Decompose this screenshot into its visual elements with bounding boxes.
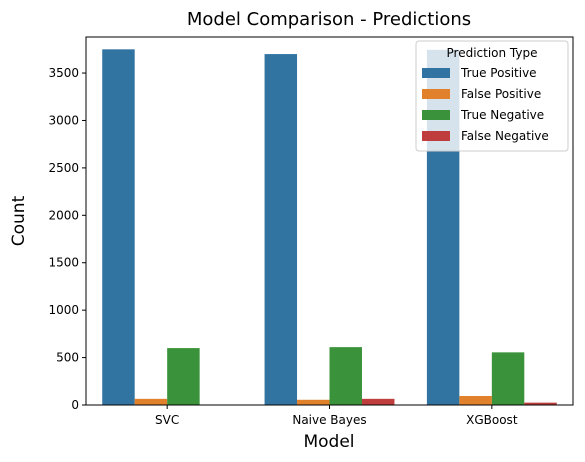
bar-true-negative-xgboost: [491, 352, 525, 405]
bar-false-negative-naive-bayes: [361, 398, 395, 405]
y-tick-label: 2500: [48, 161, 79, 175]
x-tick-label: Naive Bayes: [292, 413, 366, 427]
bar-false-positive-naive-bayes: [297, 399, 330, 405]
legend-swatch: [422, 68, 450, 78]
legend-swatch: [422, 89, 450, 99]
bars-group: [102, 49, 557, 406]
legend-label: True Positive: [460, 66, 537, 80]
legend-swatch: [422, 131, 450, 141]
bar-true-negative-naive-bayes: [329, 347, 362, 405]
y-axis: 0 500 1000 1500 2000 2500 3000 3500: [48, 66, 86, 412]
x-tick-label: SVC: [155, 413, 179, 427]
bar-false-positive-xgboost: [459, 395, 492, 405]
y-tick-label: 1000: [48, 303, 79, 317]
y-tick-label: 3000: [48, 113, 79, 127]
x-tick-label: XGBoost: [466, 413, 518, 427]
x-axis: SVC Naive Bayes XGBoost: [155, 405, 518, 427]
y-tick-label: 3500: [48, 66, 79, 80]
legend-swatch: [422, 110, 450, 120]
y-tick-label: 1500: [48, 256, 79, 270]
y-tick-label: 2000: [48, 208, 79, 222]
legend-label: False Negative: [461, 129, 549, 143]
bar-true-positive-naive-bayes: [264, 54, 298, 405]
chart-title: Model Comparison - Predictions: [187, 9, 471, 30]
plot-frame: [85, 36, 574, 406]
legend-label: True Negative: [460, 108, 544, 122]
legend: Prediction Type True Positive False Positi…: [415, 40, 569, 152]
x-axis-label: Model: [303, 432, 354, 452]
bar-true-negative-svc: [167, 348, 200, 405]
y-tick-label: 0: [71, 398, 79, 412]
y-axis-label: Count: [9, 195, 29, 246]
bar-true-positive-svc: [102, 49, 135, 405]
bar-false-negative-xgboost: [524, 402, 557, 405]
legend-title: Prediction Type: [447, 46, 538, 60]
y-tick-label: 500: [56, 351, 79, 365]
legend-box: [415, 40, 569, 152]
bar-false-positive-svc: [134, 398, 168, 405]
legend-label: False Positive: [461, 87, 541, 101]
